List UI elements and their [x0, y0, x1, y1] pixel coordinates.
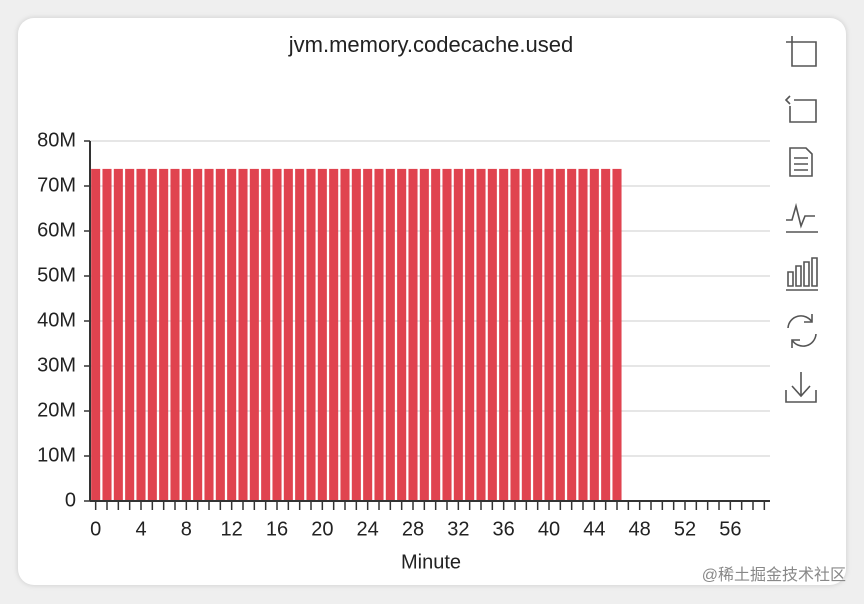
bar — [453, 168, 463, 501]
bar — [510, 168, 520, 501]
y-tick-label: 60M — [37, 219, 76, 241]
bar — [555, 168, 565, 501]
x-tick-label: 20 — [311, 518, 333, 540]
x-tick-label: 32 — [447, 518, 469, 540]
bar — [204, 168, 214, 501]
watermark: @稀土掘金技术社区 — [702, 566, 846, 584]
bar — [102, 168, 112, 501]
bar — [567, 168, 577, 501]
bar — [306, 168, 316, 501]
bar — [261, 168, 271, 501]
bar — [295, 168, 305, 501]
bar — [374, 168, 384, 501]
bar — [238, 168, 248, 501]
bar — [487, 168, 497, 501]
chart-title: jvm.memory.codecache.used — [288, 32, 574, 57]
bar — [113, 168, 123, 501]
y-tick-label: 20M — [37, 399, 76, 421]
bar — [170, 168, 180, 501]
bar — [612, 168, 622, 501]
bar — [533, 168, 543, 501]
bar — [181, 168, 191, 501]
zoom-reset-icon[interactable] — [784, 95, 817, 123]
bar — [272, 168, 282, 501]
bar — [159, 168, 169, 501]
bar — [283, 168, 293, 501]
bar — [329, 168, 339, 501]
download-icon[interactable] — [785, 372, 817, 403]
bar-icon[interactable] — [786, 257, 818, 291]
y-tick-label: 50M — [37, 264, 76, 286]
bar — [601, 168, 611, 501]
bar — [544, 168, 554, 501]
x-tick-label: 16 — [266, 518, 288, 540]
bar — [363, 168, 373, 501]
y-tick-label: 0 — [65, 489, 76, 511]
x-axis-label: Minute — [401, 551, 461, 573]
x-tick-label: 40 — [538, 518, 560, 540]
x-tick-label: 4 — [135, 518, 146, 540]
x-tick-label: 48 — [629, 518, 651, 540]
bar — [431, 168, 441, 501]
y-tick-label: 40M — [37, 309, 76, 331]
bar — [193, 168, 203, 501]
line-icon[interactable] — [786, 202, 818, 233]
bar — [419, 168, 429, 501]
bar — [521, 168, 531, 501]
bar — [589, 168, 599, 501]
bar — [408, 168, 418, 501]
x-tick-label: 44 — [583, 518, 605, 540]
bar — [317, 168, 327, 501]
x-tick-label: 52 — [674, 518, 696, 540]
bar — [351, 168, 361, 501]
bar — [465, 168, 475, 501]
bar — [147, 168, 157, 501]
zoom-icon[interactable] — [786, 36, 817, 67]
data-view-icon[interactable] — [789, 147, 813, 177]
x-tick-label: 12 — [221, 518, 243, 540]
x-tick-label: 28 — [402, 518, 424, 540]
bar — [136, 168, 146, 501]
y-tick-label: 10M — [37, 444, 76, 466]
bar — [215, 168, 225, 501]
x-tick-label: 56 — [719, 518, 741, 540]
x-tick-label: 0 — [90, 518, 101, 540]
y-tick-label: 80M — [37, 129, 76, 151]
bar — [227, 168, 237, 501]
bar — [442, 168, 452, 501]
bar — [340, 168, 350, 501]
bar — [91, 168, 101, 501]
toolbox — [784, 36, 818, 403]
x-tick-label: 24 — [357, 518, 379, 540]
bar — [397, 168, 407, 501]
bar — [125, 168, 135, 501]
restore-icon[interactable] — [787, 314, 817, 348]
y-tick-label: 70M — [37, 174, 76, 196]
y-tick-label: 30M — [37, 354, 76, 376]
bar — [578, 168, 588, 501]
x-tick-label: 36 — [493, 518, 515, 540]
bar — [476, 168, 486, 501]
bar — [385, 168, 395, 501]
bar — [499, 168, 509, 501]
bar — [249, 168, 259, 501]
x-tick-label: 8 — [181, 518, 192, 540]
